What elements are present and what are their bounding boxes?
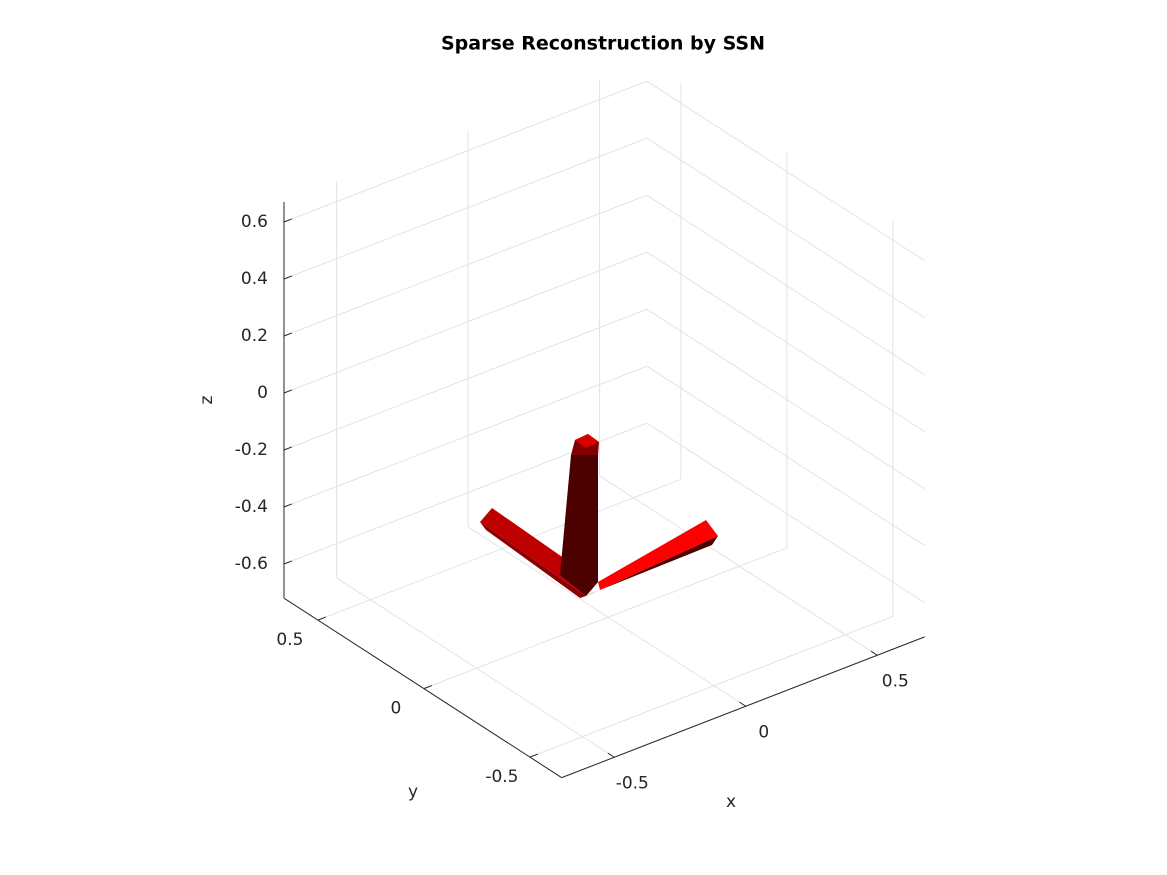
grid-line [646,80,925,262]
axes: -0.6 -0.4 -0.2 0 0.2 0.4 0.6 -0.5 0 0.5 -0.5 0 0.5 [235,202,925,793]
x-axis [561,636,925,779]
grid-line [646,422,925,604]
y-tick [529,753,538,758]
grid-line [646,137,925,319]
x-axis-label: x [726,792,736,812]
grid-line [283,80,648,223]
grid-line [646,365,925,547]
grid-line [283,194,648,337]
grid-line [646,251,925,433]
grid-line [646,194,925,376]
z-tick-label: 0 [257,383,268,403]
y-axis [283,597,562,779]
x-tick [607,752,615,758]
z-tick-label: 0.6 [241,212,268,232]
x-tick [870,650,878,656]
y-tick-label: 0.5 [276,630,303,650]
surface-face [575,434,599,448]
z-tick-label: -0.6 [235,554,268,574]
y-axis-label: y [408,782,418,802]
grid-line [317,478,682,621]
x-tick-label: 0.5 [882,671,909,691]
grid-line [529,615,894,758]
surface-face [480,522,586,598]
y-tick-label: -0.5 [485,767,518,787]
grid-line [283,308,648,451]
isosurface [480,434,718,598]
grid [283,79,925,758]
grid-line [283,365,648,508]
x-tick-label: -0.5 [616,773,649,793]
grid-line [467,526,747,707]
z-tick [283,503,293,508]
z-tick-label: 0.2 [241,326,268,346]
y-tick [423,685,432,690]
grid-line [283,251,648,394]
z-tick [283,332,293,337]
surface-face [598,520,718,590]
x-tick [739,701,747,707]
z-tick-label: -0.4 [235,497,268,517]
z-axis-label: z [197,395,217,404]
z-tick [283,446,293,451]
x-tick-label: 0 [758,722,769,742]
y-tick-label: 0 [390,699,401,719]
grid-line [599,475,878,656]
y-tick [317,616,326,621]
grid-line [646,308,925,490]
grid-line [283,137,648,280]
z-tick [283,218,293,223]
grid-line [423,547,788,690]
z-tick [283,275,293,280]
z-tick-label: -0.2 [235,440,268,460]
chart-title: Sparse Reconstruction by SSN [441,33,765,55]
grid-line [336,577,615,758]
z-tick [283,389,293,394]
surface-face [560,455,598,596]
z-tick [283,560,293,565]
z-tick-label: 0.4 [241,269,268,289]
